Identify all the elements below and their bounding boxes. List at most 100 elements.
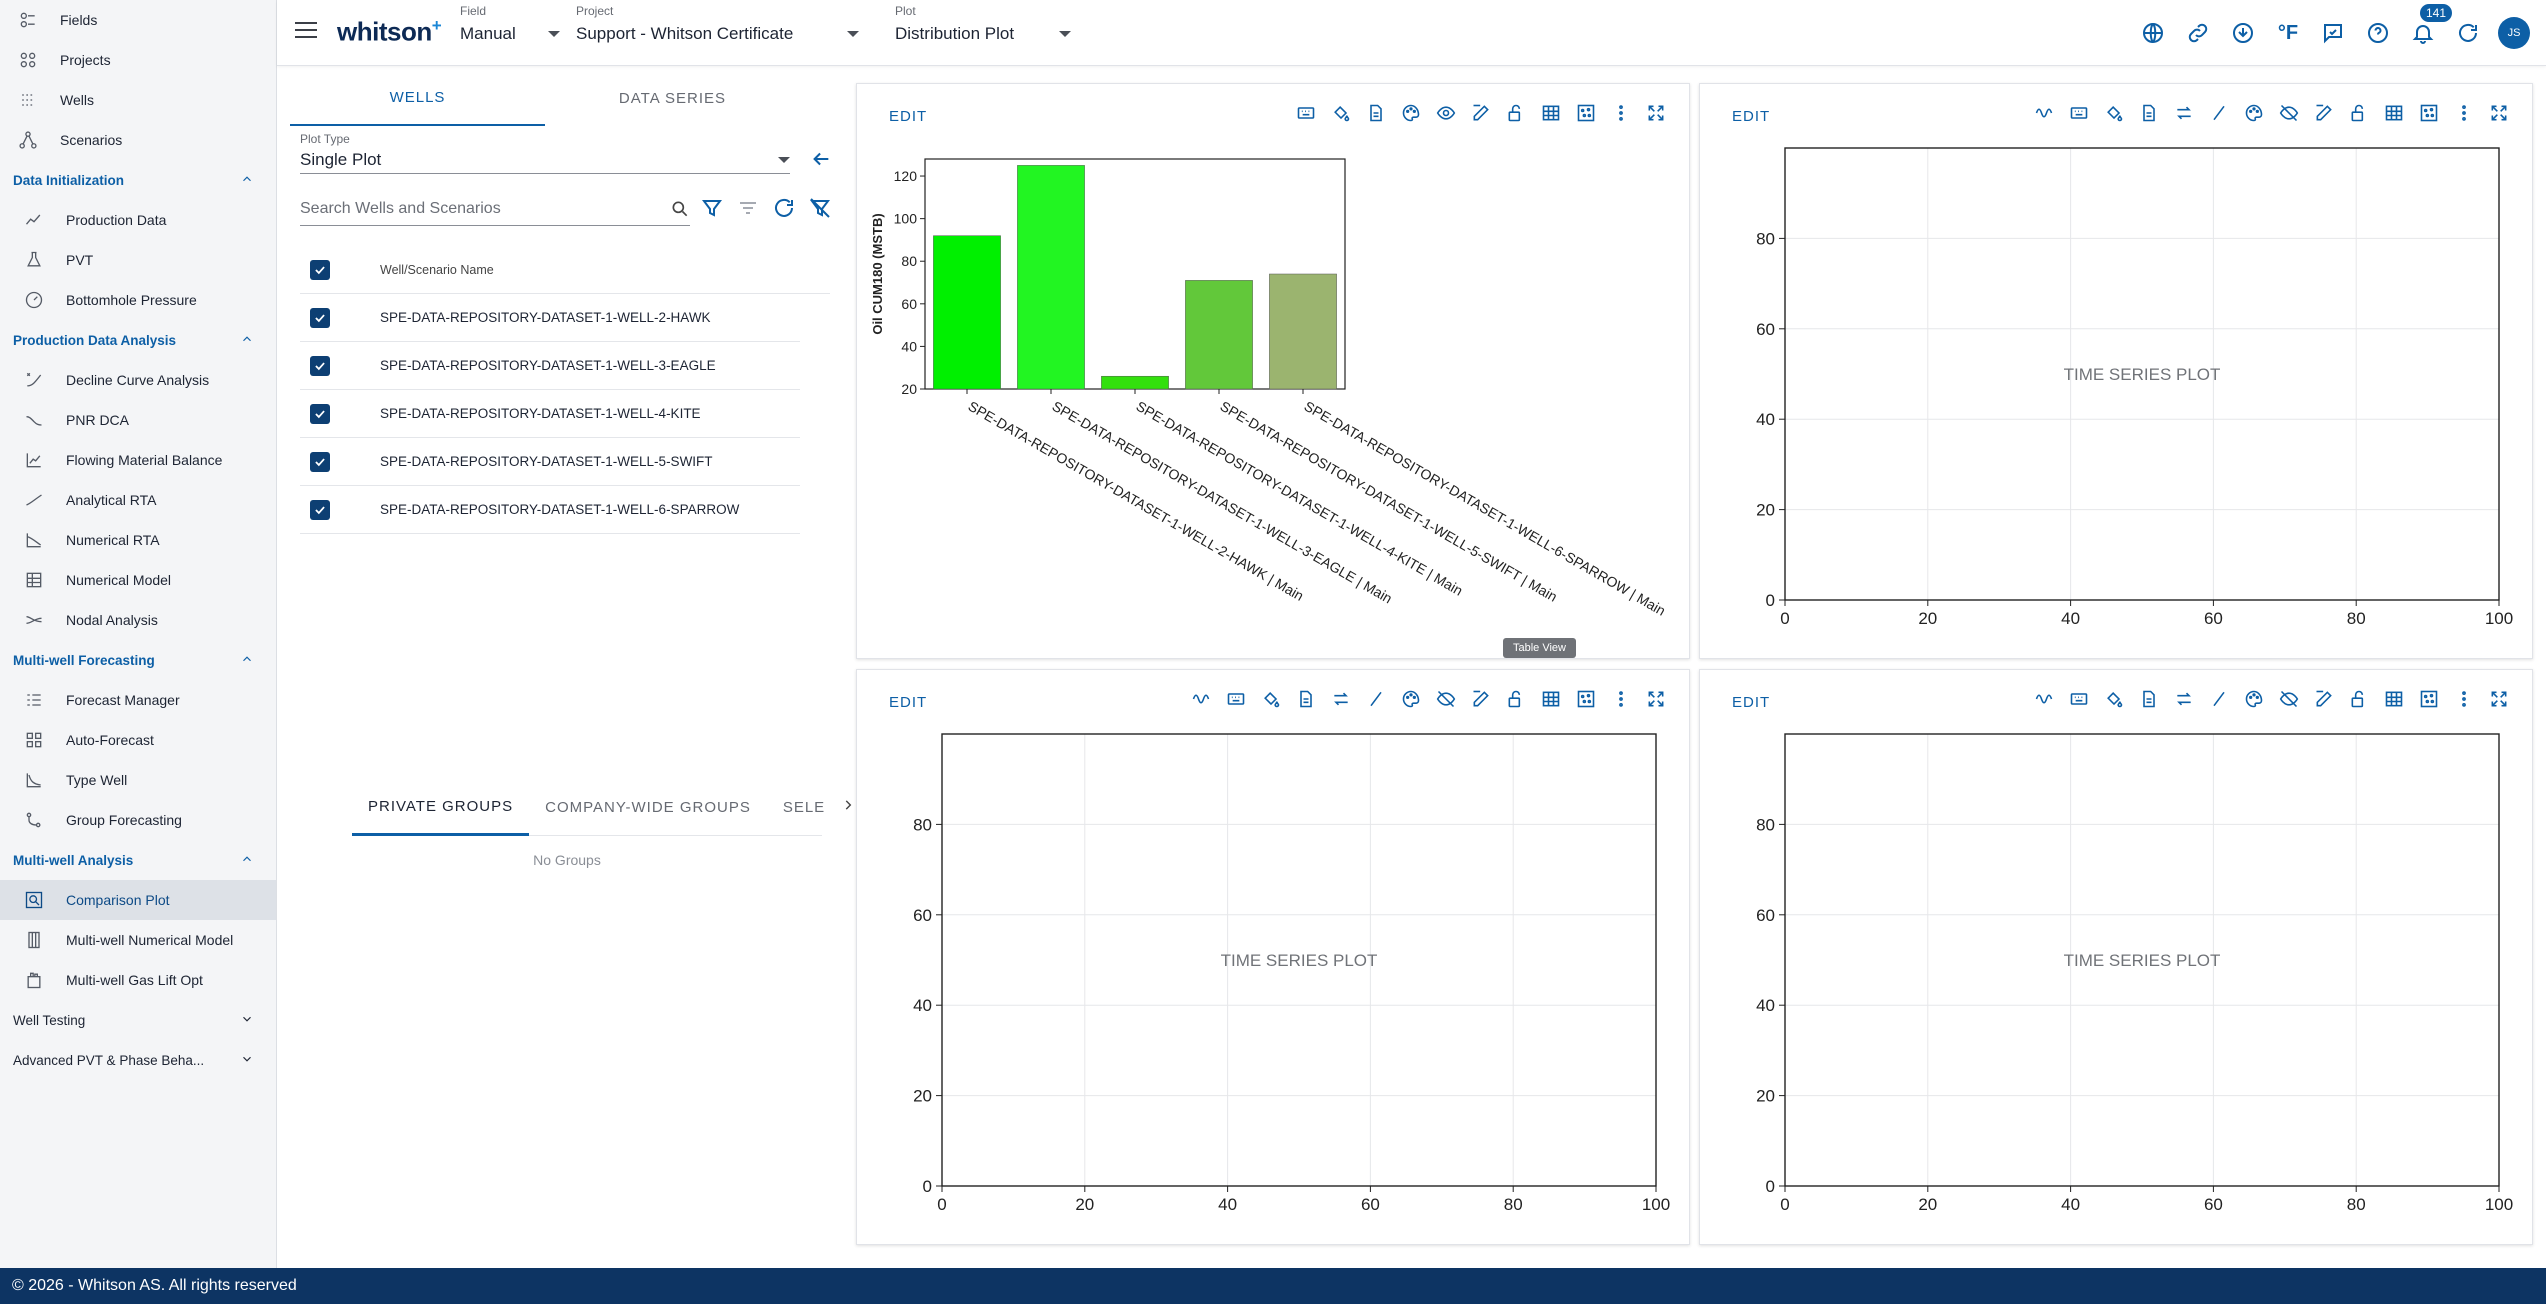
sidebar-item-multi-well-numerical-model[interactable]: Multi-well Numerical Model [0,920,276,960]
slash-line-icon[interactable] [1363,686,1389,712]
plot-select[interactable]: Plot Distribution Plot [895,4,1071,44]
table-row[interactable]: SPE-DATA-REPOSITORY-DATASET-1-WELL-5-SWI… [300,438,800,486]
tab-selected-groups[interactable]: SELE [782,799,826,816]
scatter-icon[interactable] [2416,100,2442,126]
plot-type-select[interactable]: Plot Type Single Plot [300,132,790,174]
sidebar-item-analytical-rta[interactable]: Analytical RTA [0,480,276,520]
sidebar-item-multi-well-gas-lift-opt[interactable]: Multi-well Gas Lift Opt [0,960,276,1000]
well-checkbox[interactable] [310,451,330,472]
table-row[interactable]: SPE-DATA-REPOSITORY-DATASET-1-WELL-3-EAG… [300,342,800,390]
bar[interactable] [1185,280,1253,390]
sidebar-section-production-data-analysis[interactable]: Production Data Analysis [0,320,276,360]
swap-arrows-icon[interactable] [1328,686,1354,712]
sync-icon[interactable] [772,196,796,225]
palette-icon[interactable] [1398,686,1424,712]
paint-bucket-icon[interactable] [1258,686,1284,712]
annotate-icon[interactable] [1468,100,1494,126]
sidebar-section-well-testing[interactable]: Well Testing [0,1000,276,1040]
sidebar-item-group-forecasting[interactable]: Group Forecasting [0,800,276,840]
edit-button[interactable]: EDIT [889,694,928,711]
more-vertical-icon[interactable] [2451,100,2477,126]
document-icon[interactable] [1293,686,1319,712]
sidebar-section-advanced-pvt-phase-beha[interactable]: Advanced PVT & Phase Beha... [0,1040,276,1080]
edit-button[interactable]: EDIT [1732,108,1771,125]
sidebar-item-forecast-manager[interactable]: Forecast Manager [0,680,276,720]
sine-wave-icon[interactable] [2031,686,2057,712]
globe-icon[interactable] [2138,18,2168,48]
search-icon[interactable] [670,199,690,219]
chevron-right-icon[interactable] [841,798,855,817]
slash-line-icon[interactable] [2206,686,2232,712]
clear-filter-icon[interactable] [808,196,832,225]
fullscreen-icon[interactable] [1643,686,1669,712]
collapse-panel-arrow-icon[interactable] [810,148,832,175]
scatter-icon[interactable] [2416,686,2442,712]
tab-wells[interactable]: WELLS [290,70,545,126]
more-vertical-icon[interactable] [1608,686,1634,712]
eye-off-icon[interactable] [2276,686,2302,712]
whitson-logo[interactable]: whitson+ [337,16,442,47]
well-checkbox[interactable] [310,403,330,424]
palette-icon[interactable] [2241,686,2267,712]
bar[interactable] [1101,375,1169,390]
document-icon[interactable] [2136,100,2162,126]
paint-bucket-icon[interactable] [2101,686,2127,712]
more-vertical-icon[interactable] [2451,686,2477,712]
tab-private-groups[interactable]: PRIVATE GROUPS [352,780,530,836]
edit-button[interactable]: EDIT [1732,694,1771,711]
palette-icon[interactable] [1398,100,1424,126]
sidebar-section-data-initialization[interactable]: Data Initialization [0,160,276,200]
document-icon[interactable] [1363,100,1389,126]
well-checkbox[interactable] [310,355,330,376]
sidebar-item-nodal-analysis[interactable]: Nodal Analysis [0,600,276,640]
swap-arrows-icon[interactable] [2171,100,2197,126]
lock-open-icon[interactable] [2346,100,2372,126]
notifications-bell-icon[interactable]: 141 [2408,4,2453,48]
tab-data-series[interactable]: DATA SERIES [618,89,727,107]
swap-arrows-icon[interactable] [2171,686,2197,712]
sidebar-item-scenarios[interactable]: Scenarios [0,120,276,160]
eye-off-icon[interactable] [1433,686,1459,712]
well-checkbox[interactable] [310,499,330,520]
search-input[interactable] [300,199,640,218]
more-vertical-icon[interactable] [1608,100,1634,126]
fullscreen-icon[interactable] [2486,100,2512,126]
refresh-icon[interactable] [2453,18,2483,48]
select-all-checkbox[interactable] [310,259,330,280]
eye-icon[interactable] [1433,100,1459,126]
bar[interactable] [933,235,1001,390]
paint-bucket-icon[interactable] [2101,100,2127,126]
sort-filter-icon[interactable] [736,196,760,225]
avatar[interactable]: JS [2498,17,2530,49]
bar[interactable] [1017,165,1085,390]
download-icon[interactable] [2228,18,2258,48]
fullscreen-icon[interactable] [1643,100,1669,126]
sidebar-item-projects[interactable]: Projects [0,40,276,80]
annotate-icon[interactable] [2311,100,2337,126]
sidebar-item-production-data[interactable]: Production Data [0,200,276,240]
scatter-icon[interactable] [1573,686,1599,712]
sidebar-item-flowing-material-balance[interactable]: Flowing Material Balance [0,440,276,480]
sidebar-item-fields[interactable]: Fields [0,0,276,40]
lock-open-icon[interactable] [1503,100,1529,126]
sidebar-item-decline-curve-analysis[interactable]: Decline Curve Analysis [0,360,276,400]
eye-off-icon[interactable] [2276,100,2302,126]
sidebar-item-pvt[interactable]: PVT [0,240,276,280]
palette-icon[interactable] [2241,100,2267,126]
sidebar-item-bottomhole-pressure[interactable]: Bottomhole Pressure [0,280,276,320]
table-row[interactable]: SPE-DATA-REPOSITORY-DATASET-1-WELL-6-SPA… [300,486,800,534]
fullscreen-icon[interactable] [2486,686,2512,712]
table-row[interactable]: SPE-DATA-REPOSITORY-DATASET-1-WELL-2-HAW… [300,294,800,342]
sidebar-item-wells[interactable]: Wells [0,80,276,120]
slash-line-icon[interactable] [2206,100,2232,126]
sine-wave-icon[interactable] [2031,100,2057,126]
sidebar-section-multi-well-forecasting[interactable]: Multi-well Forecasting [0,640,276,680]
field-select[interactable]: Field Manual [460,4,560,44]
keyboard-icon[interactable] [1223,686,1249,712]
temperature-unit-toggle[interactable]: °F [2277,21,2299,44]
table-icon[interactable] [1538,686,1564,712]
table-icon[interactable] [1538,100,1564,126]
paint-bucket-icon[interactable] [1328,100,1354,126]
bar[interactable] [1269,273,1337,390]
sine-wave-icon[interactable] [1188,686,1214,712]
